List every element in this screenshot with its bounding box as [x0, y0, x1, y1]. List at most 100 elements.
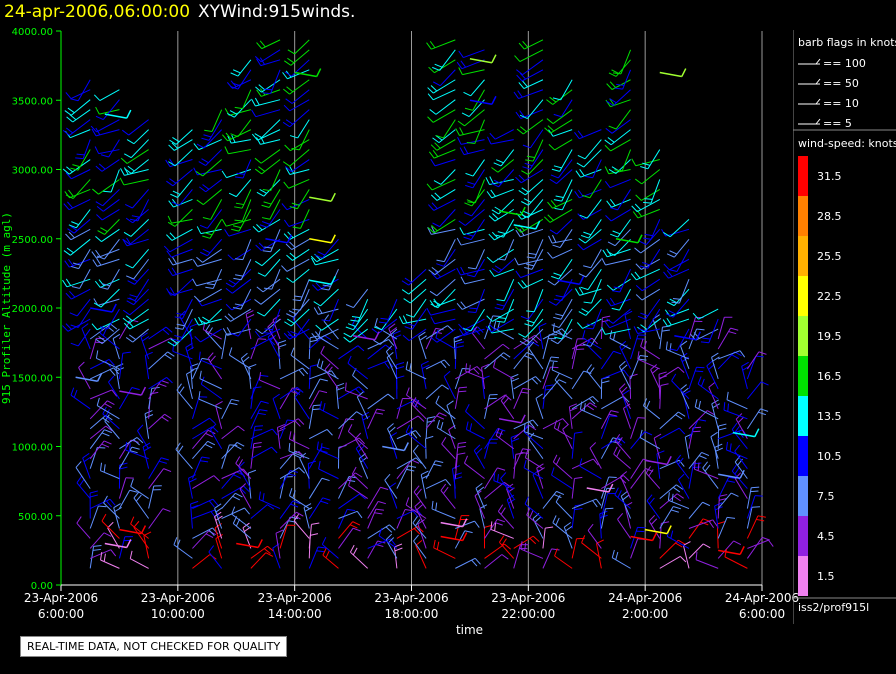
wind-barb [495, 427, 515, 450]
barb-flag [602, 249, 608, 258]
barb-flag [402, 315, 408, 324]
barb-flag [553, 420, 558, 429]
barb-staff [437, 288, 456, 309]
wind-barb [92, 258, 120, 267]
barb-staff [279, 418, 299, 430]
series-point [382, 442, 409, 452]
barb-flag [165, 159, 171, 167]
wind-barb [221, 444, 238, 469]
barb-flag [287, 231, 294, 239]
wind-barb [143, 531, 152, 559]
barb-staff [425, 384, 443, 400]
barb-staff [215, 405, 223, 429]
barb-staff [197, 258, 222, 267]
barb-flag [646, 400, 651, 409]
barb-flag [176, 539, 181, 548]
barb-flag [98, 505, 107, 508]
barb-flag [471, 559, 478, 567]
barb-flag [531, 378, 538, 385]
barb-staff [639, 437, 661, 450]
series-barb-staff [309, 196, 332, 202]
barb-flag [601, 257, 606, 266]
wind-barb [633, 326, 660, 335]
barb-flag [538, 322, 547, 328]
wind-barb [167, 209, 193, 227]
barb-flag [96, 214, 103, 221]
barb-staff [242, 89, 252, 109]
wind-barb [682, 541, 691, 569]
wind-barb [307, 460, 317, 489]
barb-flag [320, 288, 330, 291]
wind-barb [435, 330, 456, 350]
barb-staff [688, 410, 708, 430]
barb-staff [448, 429, 456, 449]
barb-flag [95, 249, 101, 257]
barb-staff [557, 328, 573, 345]
barb-flag [546, 118, 554, 124]
wind-barb [552, 454, 573, 480]
series-barb-flag [257, 539, 263, 548]
barb-flag [554, 373, 560, 381]
barb-staff [484, 343, 504, 360]
barb-staff [356, 396, 369, 420]
barb-flag [623, 369, 630, 377]
wind-barb [600, 315, 611, 340]
barb-flag [601, 327, 606, 335]
barb-staff [615, 159, 631, 174]
barb-flag [412, 510, 419, 518]
speed-color-swatch [798, 156, 808, 196]
barb-flag [68, 224, 77, 229]
wind-barb [506, 494, 516, 519]
barb-staff [75, 467, 91, 489]
barb-flag [669, 250, 678, 255]
barb-flag [384, 473, 391, 481]
barb-staff [658, 374, 661, 399]
barb-staff [460, 268, 485, 276]
barb-staff [79, 268, 91, 289]
barb-flag [433, 180, 442, 185]
barb-staff [561, 189, 573, 211]
barb-staff [315, 258, 339, 266]
wind-barb [528, 341, 544, 370]
barb-flag [70, 342, 79, 347]
wind-barb [746, 515, 766, 539]
barb-flag [357, 445, 365, 453]
wind-barb [582, 179, 602, 199]
wind-barb [250, 425, 263, 449]
barb-flag [224, 146, 229, 154]
barb-staff [205, 330, 223, 350]
wind-barb [693, 461, 719, 480]
wind-barb [148, 377, 173, 390]
wind-barb [443, 370, 456, 400]
barb-staff [582, 318, 602, 329]
barb-flag [569, 403, 577, 408]
barb-staff [472, 89, 485, 111]
barb-flag [235, 492, 243, 498]
wind-barb [485, 318, 514, 333]
barb-flag [373, 326, 382, 331]
wind-barb [70, 387, 91, 410]
barb-flag [254, 133, 262, 139]
wind-barb [428, 149, 456, 159]
wind-barb [552, 323, 573, 340]
wind-barb [638, 308, 661, 332]
wind-barb [148, 485, 162, 509]
wind-barb [233, 259, 252, 281]
barb-staff [688, 419, 699, 439]
barb-staff [367, 408, 378, 429]
wind-barb [166, 228, 193, 241]
barb-flag [95, 115, 104, 121]
barb-flag [93, 94, 101, 101]
barb-staff [464, 462, 485, 480]
barb-flag [278, 344, 287, 348]
barb-flag [666, 318, 672, 326]
barb-flag [126, 275, 134, 280]
wind-barb [571, 370, 592, 390]
barb-staff [104, 219, 120, 235]
wind-barb [308, 378, 328, 400]
wind-barb [612, 49, 632, 75]
barb-flag [309, 339, 318, 343]
barb-flag [240, 352, 248, 359]
barb-staff [182, 298, 193, 319]
y-tick-label: 2500.00 [12, 235, 53, 246]
